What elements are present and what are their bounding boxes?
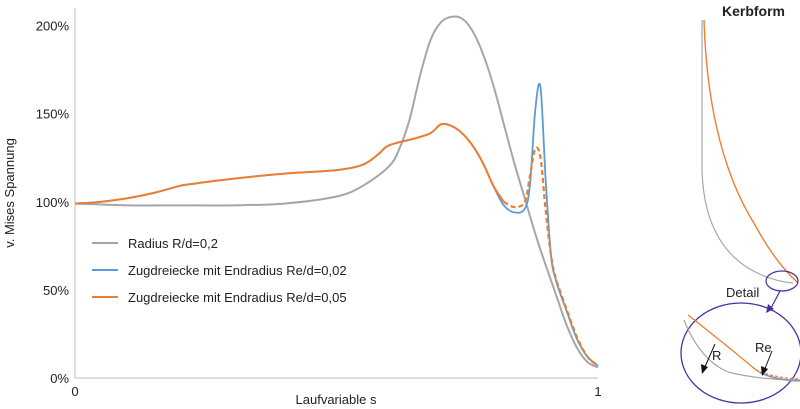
x-tick-label: 1 <box>594 384 601 399</box>
series-line-2 <box>74 122 505 205</box>
y-tick-labels: 0% 50% 100% 150% 200% <box>36 19 70 386</box>
y-tick-label: 0% <box>50 371 69 386</box>
detail-marker-circle <box>765 270 799 292</box>
r-arrow-head <box>701 364 708 374</box>
kerbform-title: Kerbform <box>722 3 785 19</box>
detail-arrow <box>769 290 781 311</box>
radius-contour <box>701 20 794 284</box>
re-label: Re <box>755 340 772 355</box>
legend-label: Zugdreiecke mit Endradius Re/d=0,02 <box>128 263 347 278</box>
zugdreiecke-contour <box>703 19 799 284</box>
legend-label: Zugdreiecke mit Endradius Re/d=0,05 <box>128 290 347 305</box>
chart-legend: Radius R/d=0,2 Zugdreiecke mit Endradius … <box>92 236 347 305</box>
y-tick-label: 50% <box>43 283 69 298</box>
re-arrow-line <box>763 350 773 372</box>
r-label: R <box>712 348 721 363</box>
detail-zugdreiecke-curve <box>687 314 800 382</box>
series-layer <box>74 15 599 369</box>
y-axis-title: v. Mises Spannung <box>2 138 17 248</box>
legend-label: Radius R/d=0,2 <box>128 236 218 251</box>
y-tick-label: 200% <box>36 19 70 34</box>
detail-ellipse <box>680 302 800 404</box>
detail-label: Detail <box>726 285 759 300</box>
chart-axes <box>74 8 598 379</box>
x-tick-label: 0 <box>71 384 78 399</box>
y-tick-label: 150% <box>36 107 70 122</box>
detail-radius-curve <box>683 319 800 381</box>
detail-contents: R Re <box>683 314 800 382</box>
re-arrow-head <box>761 366 768 376</box>
kerbform-diagram: Kerbform Detail R Re <box>680 3 800 404</box>
series-line-1 <box>74 82 599 367</box>
r-arrow-line <box>703 343 716 370</box>
series-line-2-dashed <box>503 146 599 367</box>
series-line-0 <box>74 15 599 369</box>
detail-zugdreiecke-dashed <box>755 369 800 380</box>
y-tick-label: 100% <box>36 195 70 210</box>
x-axis-title: Laufvariable s <box>296 392 377 407</box>
